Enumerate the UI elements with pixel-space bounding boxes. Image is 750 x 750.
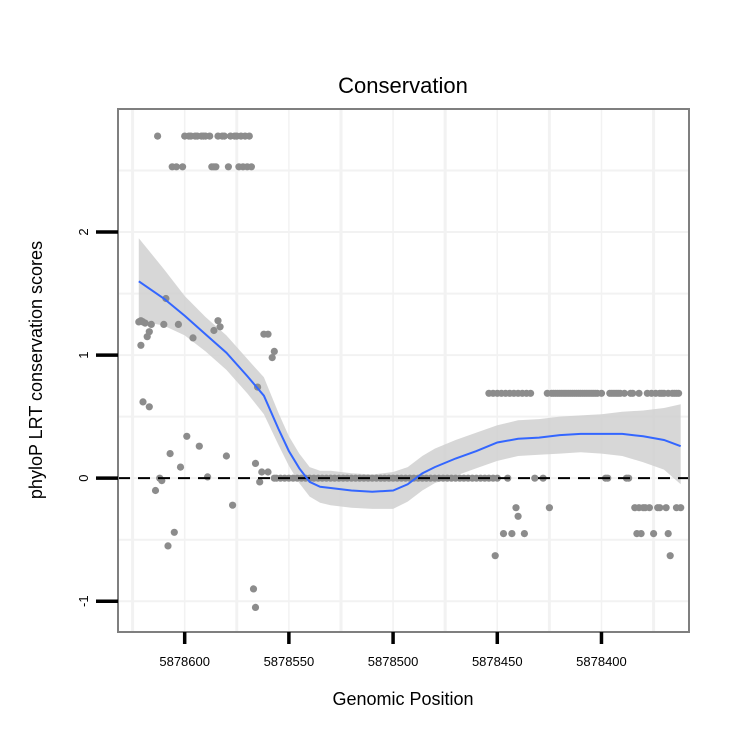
y-axis: 2 1 0 -1 xyxy=(76,228,118,607)
data-point xyxy=(206,132,214,140)
data-point xyxy=(204,473,212,481)
plot-panel-border xyxy=(117,108,690,633)
data-point xyxy=(145,403,153,411)
data-point xyxy=(264,330,272,338)
data-point xyxy=(216,323,224,331)
data-point xyxy=(264,468,272,476)
data-point xyxy=(229,501,237,509)
data-point xyxy=(251,603,260,612)
confidence-band xyxy=(138,238,681,509)
data-point xyxy=(172,163,180,171)
data-point xyxy=(629,389,637,397)
data-point xyxy=(666,552,674,560)
data-point xyxy=(247,163,255,171)
data-point xyxy=(224,163,232,171)
data-point xyxy=(160,320,168,328)
data-points xyxy=(135,132,685,612)
data-point xyxy=(677,504,685,512)
data-point xyxy=(214,317,222,325)
data-point xyxy=(664,530,672,538)
data-point xyxy=(270,347,278,355)
data-point xyxy=(145,328,153,336)
data-point xyxy=(222,452,230,460)
data-point xyxy=(251,459,260,467)
data-point xyxy=(162,294,170,303)
data-point xyxy=(493,474,501,482)
data-point xyxy=(189,334,197,342)
x-axis-label: Genomic Position xyxy=(332,689,473,709)
loess-fit-line xyxy=(138,280,682,493)
data-point xyxy=(245,132,253,140)
data-point xyxy=(154,132,162,140)
data-point xyxy=(645,504,654,512)
data-point xyxy=(637,530,645,538)
data-point xyxy=(183,432,191,440)
data-point xyxy=(210,326,218,335)
data-point xyxy=(137,341,145,349)
data-point xyxy=(650,530,658,538)
data-point xyxy=(195,442,203,450)
data-point xyxy=(514,512,522,520)
x-tick-label: 5878550 xyxy=(264,654,315,669)
data-point xyxy=(170,528,178,536)
data-point xyxy=(268,354,276,362)
x-tick-label: 5878600 xyxy=(159,654,210,669)
x-tick-label: 5878500 xyxy=(368,654,419,669)
data-point xyxy=(249,585,258,593)
plot-panel xyxy=(118,109,689,632)
data-point xyxy=(545,504,554,512)
data-point xyxy=(176,463,185,471)
data-point xyxy=(620,389,629,397)
data-point xyxy=(656,504,664,512)
data-point xyxy=(256,478,264,486)
data-point xyxy=(635,389,643,397)
data-point xyxy=(174,320,182,328)
data-point xyxy=(520,530,529,538)
data-point xyxy=(258,468,266,476)
data-point xyxy=(662,504,670,512)
data-point xyxy=(597,389,606,397)
data-point xyxy=(166,450,174,458)
data-point xyxy=(220,132,228,140)
data-point xyxy=(179,163,187,171)
data-point xyxy=(512,504,520,512)
data-point xyxy=(141,319,149,327)
y-tick-label: 2 xyxy=(76,228,91,235)
y-axis-label: phyloP LRT conservation scores xyxy=(26,241,46,499)
x-tick-label: 5878400 xyxy=(576,654,627,669)
data-point xyxy=(508,530,516,538)
data-point xyxy=(499,530,508,538)
data-point xyxy=(491,552,499,560)
data-point xyxy=(675,389,683,397)
data-point xyxy=(527,389,535,397)
chart-title: Conservation xyxy=(338,73,468,98)
data-point xyxy=(139,398,147,406)
data-point xyxy=(147,320,155,328)
x-tick-label: 5878450 xyxy=(472,654,523,669)
data-point xyxy=(164,542,172,550)
y-tick-label: 1 xyxy=(76,352,91,359)
data-point xyxy=(212,163,220,171)
data-point xyxy=(151,486,160,495)
x-axis: 5878600 5878550 5878500 5878450 5878400 xyxy=(159,632,627,669)
y-tick-label: 0 xyxy=(76,475,91,482)
y-tick-label: -1 xyxy=(76,595,91,607)
data-point xyxy=(531,474,539,482)
